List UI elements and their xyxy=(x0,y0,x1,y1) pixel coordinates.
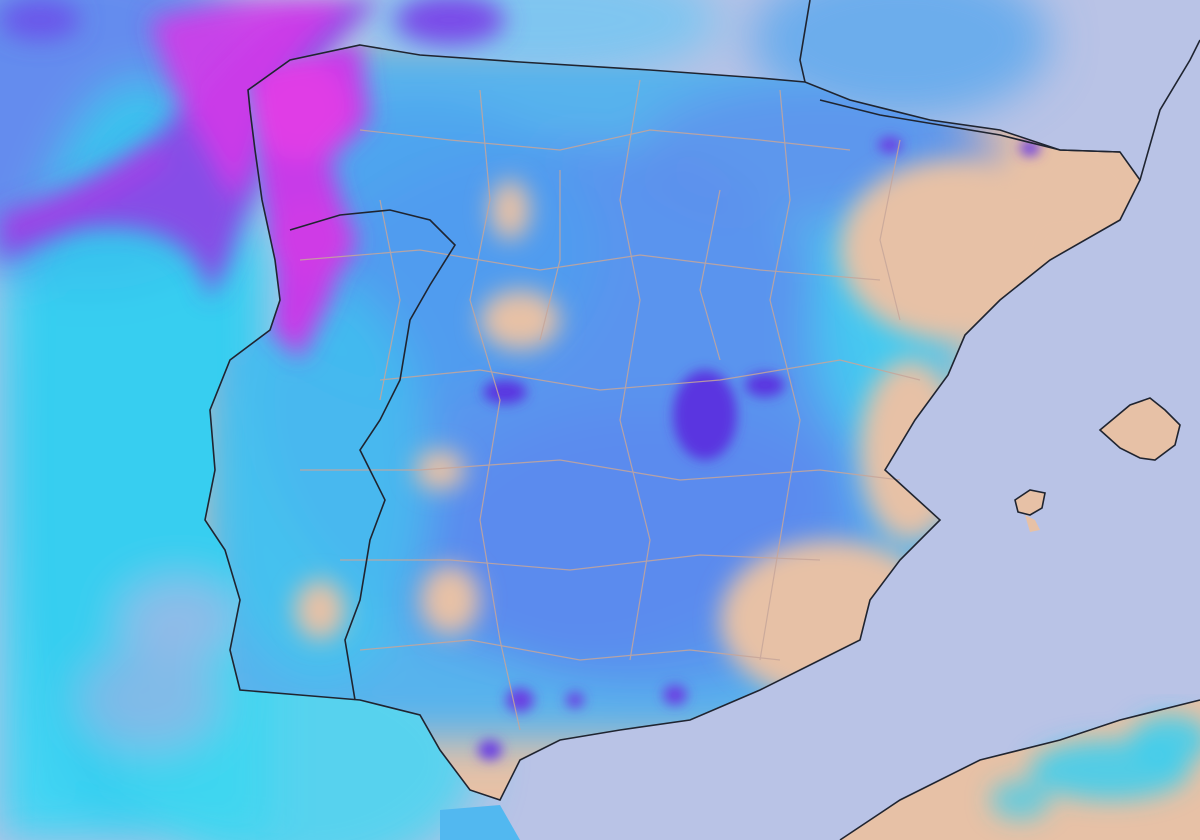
balearic-coast xyxy=(1098,397,1181,461)
region-borders xyxy=(299,79,921,731)
ibiza xyxy=(1015,490,1045,515)
france-coastline xyxy=(1139,39,1200,181)
ibiza-coast xyxy=(1014,489,1046,516)
portugal-spain-border xyxy=(289,209,457,701)
france-spain-border xyxy=(819,99,1121,153)
country-borders xyxy=(204,0,1200,840)
pyrenees-border xyxy=(799,0,811,83)
north-africa-coast xyxy=(440,700,1200,840)
north-africa-coastline xyxy=(839,699,1200,840)
coastline xyxy=(204,44,1141,801)
